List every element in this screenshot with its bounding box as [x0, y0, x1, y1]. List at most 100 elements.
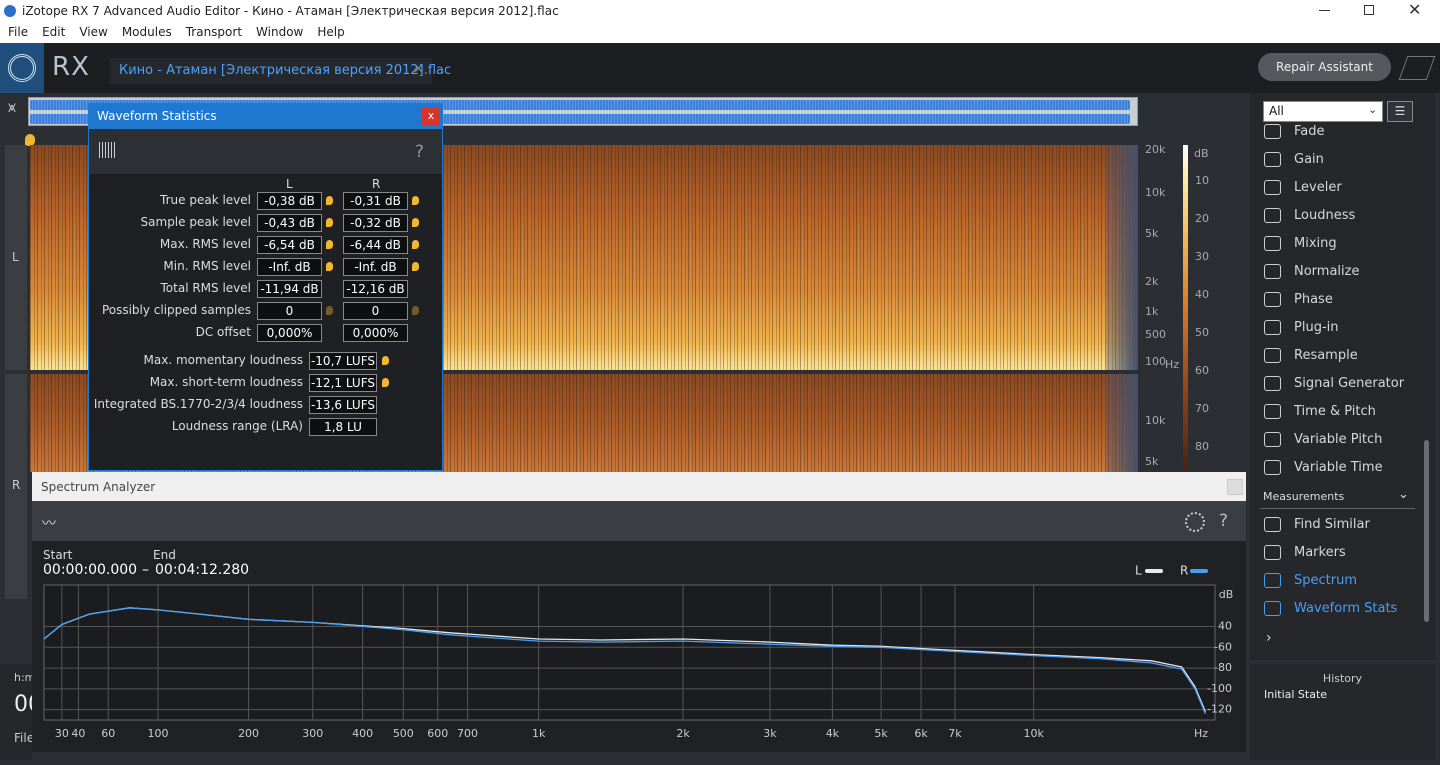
stat-label: Sample peak level — [89, 215, 251, 229]
filter-chevron: ⌄ — [1368, 103, 1377, 116]
menu-item[interactable]: View — [79, 25, 107, 39]
repair-assistant-button[interactable]: Repair Assistant — [1258, 53, 1391, 81]
x-tick-label: 3k — [763, 727, 777, 740]
close-window-button[interactable]: ✕ — [1408, 0, 1421, 19]
loudness-value: -12,1 LUFS — [309, 374, 377, 392]
module-scrollbar[interactable] — [1424, 440, 1429, 622]
db-unit: dB — [1194, 147, 1209, 160]
module-item[interactable]: Find Similar — [1294, 517, 1370, 532]
loudness-value: 1,8 LU — [309, 418, 377, 436]
stat-value-l: -6,54 dB — [257, 236, 322, 254]
loudness-value: -10,7 LUFS — [309, 352, 377, 370]
db-label: 10 — [1195, 174, 1209, 187]
marker-flag[interactable] — [382, 356, 389, 365]
loudness-label: Integrated BS.1770-2/3/4 loudness — [89, 397, 303, 411]
stat-value-r: -0,31 dB — [343, 192, 408, 210]
module-item[interactable]: Loudness — [1294, 208, 1355, 223]
module-item[interactable]: Mixing — [1294, 236, 1337, 251]
freq-label: 500 — [1145, 328, 1166, 341]
marker-flag[interactable] — [326, 218, 333, 227]
section-chevron[interactable]: ⌄ — [1398, 487, 1409, 502]
db-label: 60 — [1195, 364, 1209, 377]
x-tick-label: 200 — [238, 727, 259, 740]
x-tick-label: 600 — [427, 727, 448, 740]
module-list-menu[interactable]: ☰ — [1387, 101, 1413, 122]
x-tick-label: 400 — [352, 727, 373, 740]
expand-arrow[interactable]: › — [1266, 630, 1272, 646]
module-icon — [1264, 180, 1281, 195]
menu-item[interactable]: Window — [256, 25, 303, 39]
module-item[interactable]: Spectrum — [1294, 573, 1357, 588]
db-label: 30 — [1195, 250, 1209, 263]
menu-item[interactable]: Help — [317, 25, 344, 39]
marker-flag[interactable] — [412, 240, 419, 249]
marker-flag[interactable] — [326, 240, 333, 249]
freq-label: 5k — [1145, 455, 1158, 468]
menu-item[interactable]: File — [8, 25, 28, 39]
x-tick-label: 100 — [148, 727, 169, 740]
module-item[interactable]: Phase — [1294, 292, 1333, 307]
section-header[interactable]: Measurements — [1263, 490, 1344, 503]
freq-label: 20k — [1145, 143, 1165, 156]
db-label: 40 — [1195, 288, 1209, 301]
module-icon — [1264, 460, 1281, 475]
module-icon — [1264, 320, 1281, 335]
ws-close[interactable]: x — [422, 108, 440, 125]
freq-unit: Hz — [1165, 358, 1179, 371]
stat-label: Min. RMS level — [89, 259, 251, 273]
marker-flag[interactable] — [412, 306, 419, 315]
y-axis-unit: dB — [1219, 588, 1234, 601]
module-item[interactable]: Leveler — [1294, 180, 1342, 195]
marker-flag[interactable] — [326, 196, 333, 205]
db-colorbar — [1183, 145, 1188, 470]
module-item[interactable]: Fade — [1294, 124, 1325, 139]
module-filter[interactable]: All — [1263, 101, 1383, 122]
freq-label: 2k — [1145, 275, 1158, 288]
stat-label: True peak level — [89, 193, 251, 207]
stat-label: Max. RMS level — [89, 237, 251, 251]
module-item[interactable]: Time & Pitch — [1294, 404, 1376, 419]
module-item[interactable]: Signal Generator — [1294, 376, 1404, 391]
module-item[interactable]: Resample — [1294, 348, 1358, 363]
y-tick-label: -60 — [1214, 640, 1232, 653]
menu-item[interactable]: Modules — [122, 25, 172, 39]
menu-item[interactable]: Edit — [42, 25, 65, 39]
module-item[interactable]: Variable Time — [1294, 460, 1383, 475]
db-label: 70 — [1195, 402, 1209, 415]
module-icon — [1264, 152, 1281, 167]
stat-value-r: -0,32 dB — [343, 214, 408, 232]
history-item[interactable]: Initial State — [1264, 688, 1327, 701]
freq-label: 5k — [1145, 227, 1158, 240]
module-item[interactable]: Markers — [1294, 545, 1346, 560]
stat-value-r: -12,16 dB — [343, 280, 408, 298]
module-item[interactable]: Gain — [1294, 152, 1324, 167]
x-tick-label: 4k — [826, 727, 840, 740]
module-item[interactable]: Normalize — [1294, 264, 1359, 279]
marker-flag[interactable] — [412, 262, 419, 271]
module-icon — [1264, 545, 1281, 560]
module-icon — [1264, 264, 1281, 279]
y-tick-label: -80 — [1214, 661, 1232, 674]
stat-value-l: -Inf. dB — [257, 258, 322, 276]
x-tick-label: 500 — [393, 727, 414, 740]
spectrum-chart: 3040601002003004005006007001k2k3k4k5k6k7… — [32, 472, 1246, 752]
module-item[interactable]: Plug-in — [1294, 320, 1338, 335]
marker-flag[interactable] — [382, 378, 389, 387]
marker-flag[interactable] — [412, 218, 419, 227]
marker-flag[interactable] — [326, 306, 333, 315]
file-tab-title[interactable]: Кино - Атаман [Электрическая версия 2012… — [119, 63, 451, 78]
column-header: L — [286, 177, 293, 191]
collapse-button[interactable]: ⩙ — [8, 100, 16, 116]
legend-label: L — [1135, 564, 1142, 578]
module-icon — [1264, 601, 1281, 616]
minimize-button[interactable] — [1319, 10, 1330, 11]
ws-help[interactable]: ? — [415, 142, 424, 162]
menu-item[interactable]: Transport — [186, 25, 242, 39]
tab-close[interactable]: ✕ — [413, 62, 424, 77]
marker-flag[interactable] — [326, 262, 333, 271]
marker-flag[interactable] — [412, 196, 419, 205]
module-item[interactable]: Waveform Stats — [1294, 601, 1397, 616]
module-item[interactable]: Variable Pitch — [1294, 432, 1382, 447]
maximize-button[interactable] — [1364, 5, 1374, 15]
stat-label: Total RMS level — [89, 281, 251, 295]
